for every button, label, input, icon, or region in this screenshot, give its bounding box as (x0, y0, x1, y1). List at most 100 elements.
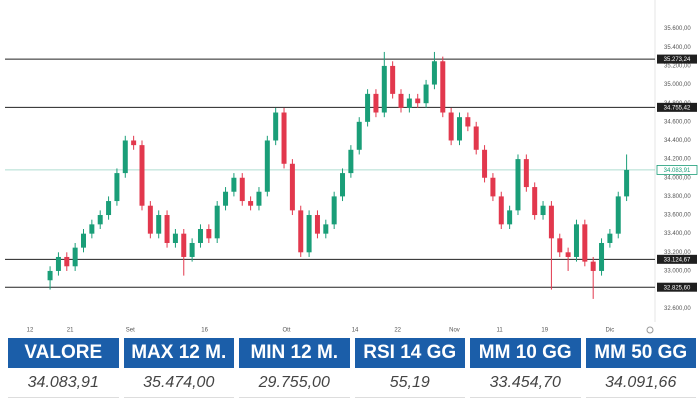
level-label: 35.273,24 (664, 57, 691, 63)
candle-body (306, 215, 312, 253)
x-tick-label: 19 (541, 328, 548, 334)
table-header: MIN 12 M. (239, 338, 350, 368)
candle-body (197, 229, 203, 243)
candle-body (340, 173, 346, 197)
table-header: MAX 12 M. (123, 338, 234, 368)
x-tick-label: 12 (27, 328, 34, 334)
candle-body (97, 215, 103, 225)
candle-body (607, 233, 613, 243)
candle-body (206, 229, 212, 239)
level-label: 33.124,67 (664, 257, 691, 263)
candle-body (540, 205, 546, 216)
table-value: 34.083,91 (8, 368, 119, 398)
candle-body (64, 256, 70, 267)
candle-body (81, 233, 87, 248)
stats-table: VALORE MAX 12 M. MIN 12 M. RSI 14 GG MM 10 G… (8, 338, 696, 398)
candle-body (448, 112, 454, 141)
candle-body (507, 210, 513, 225)
candle-body (465, 117, 471, 127)
x-tick-label: 22 (394, 328, 401, 334)
candle-body (590, 261, 596, 271)
candle-body (381, 65, 387, 113)
candle-body (323, 224, 329, 234)
y-tick-label: 34.600,00 (664, 119, 691, 125)
y-tick-label: 33.800,00 (664, 194, 691, 200)
settings-icon (646, 326, 654, 334)
candle-body (231, 177, 237, 192)
candle-body (156, 215, 162, 234)
candle-body (456, 117, 462, 141)
candle-body (281, 112, 287, 164)
y-tick-label: 35.000,00 (664, 82, 691, 88)
y-tick-label: 35.600,00 (664, 26, 691, 32)
level-label: 32.825,60 (664, 285, 691, 291)
candle-body (223, 191, 229, 206)
candle-body (72, 247, 78, 267)
table-value: 29.755,00 (239, 368, 350, 398)
y-tick-label: 35.200,00 (664, 63, 691, 69)
candle-body (440, 61, 446, 113)
y-tick-label: 35.400,00 (664, 45, 691, 51)
candle-body (415, 98, 421, 104)
candle-body (331, 196, 337, 225)
candle-body (482, 149, 488, 178)
candle-body (498, 196, 504, 225)
candle-body (106, 201, 112, 216)
chart: 32.600,0032.800,0033.000,0033.200,0033.4… (5, 0, 698, 334)
candle-body (256, 191, 262, 206)
candle-body (289, 163, 295, 211)
candle-body (189, 242, 195, 257)
candle-body (89, 224, 95, 234)
candle-body (365, 93, 371, 122)
candle-body (172, 233, 178, 243)
candle-body (214, 205, 220, 239)
candle-body (248, 201, 254, 206)
y-tick-label: 33.200,00 (664, 250, 691, 256)
candle-body (599, 242, 605, 271)
candle-body (356, 121, 362, 150)
candle-body (582, 224, 588, 262)
x-tick-label: 21 (67, 328, 74, 334)
candle-body (273, 112, 279, 141)
level-label-box (657, 54, 697, 64)
candle-body (164, 215, 170, 243)
y-tick-label: 34.200,00 (664, 157, 691, 163)
candle-body (264, 140, 270, 192)
candle-body (114, 173, 120, 202)
candle-body (398, 93, 404, 108)
candle-body (139, 145, 145, 206)
candle-body (423, 84, 429, 104)
level-label-box (657, 102, 697, 112)
candle-body (431, 61, 437, 85)
candle-body (239, 177, 245, 202)
x-tick-label: Set (126, 328, 135, 334)
candle-body (122, 140, 128, 174)
candle-body (624, 169, 630, 197)
level-label-box (657, 254, 697, 264)
candle-body (147, 205, 153, 234)
x-tick-label: 16 (201, 328, 208, 334)
table-value: 33.454,70 (470, 368, 581, 398)
y-tick-label: 33.000,00 (664, 269, 691, 275)
candle-body (390, 65, 396, 94)
x-tick-label: Nov (449, 328, 460, 334)
candle-body (348, 149, 354, 174)
table-value: 35.474,00 (123, 368, 234, 398)
candle-body (131, 140, 137, 146)
last-price-box (656, 165, 698, 175)
candle-body (181, 233, 187, 257)
level-label-box (657, 282, 697, 292)
candle-body (298, 210, 304, 253)
y-tick-label: 33.600,00 (664, 213, 691, 219)
candle-body (548, 205, 554, 239)
y-tick-label: 32.600,00 (664, 306, 691, 312)
candle-body (523, 159, 529, 188)
y-tick-label: 34.000,00 (664, 175, 691, 181)
candle-body (314, 215, 320, 234)
candle-body (515, 159, 521, 211)
x-tick-label: 11 (496, 328, 503, 334)
candle-body (490, 177, 496, 197)
candle-body (532, 187, 538, 216)
table-header: RSI 14 GG (354, 338, 465, 368)
